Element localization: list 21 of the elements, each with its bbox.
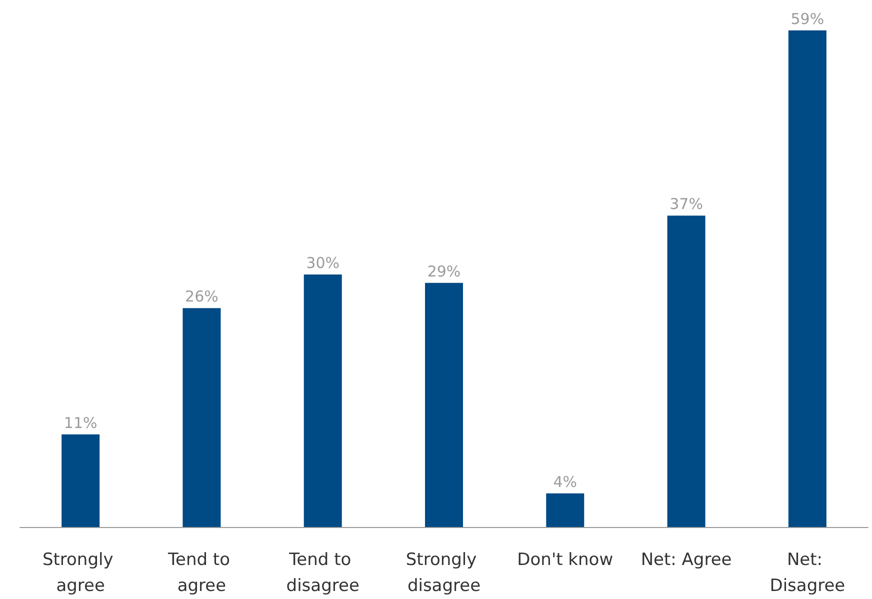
data-label: 37% <box>670 195 703 214</box>
data-label: 30% <box>306 254 340 272</box>
bar <box>546 493 584 527</box>
x-tick-label: Strongly agree <box>42 550 119 596</box>
data-label: 11% <box>64 414 98 432</box>
bar <box>788 30 826 527</box>
x-tick-label: Don't know <box>517 550 614 570</box>
data-label: 59% <box>790 10 824 28</box>
x-tick-label: Strongly disagree <box>406 550 482 596</box>
data-label: 26% <box>185 288 218 306</box>
bar <box>667 216 706 527</box>
x-tick-label: Tend to disagree <box>286 550 360 596</box>
bar <box>62 434 100 527</box>
x-tick-label: Tend to agree <box>167 550 236 596</box>
data-label: 4% <box>553 472 578 491</box>
x-tick-label: Net: Agree <box>640 550 732 570</box>
bar <box>304 274 342 527</box>
bar <box>182 308 221 527</box>
bar <box>425 282 463 527</box>
data-label: 29% <box>427 262 461 280</box>
x-tick-label: Net: Disagree <box>770 550 846 596</box>
